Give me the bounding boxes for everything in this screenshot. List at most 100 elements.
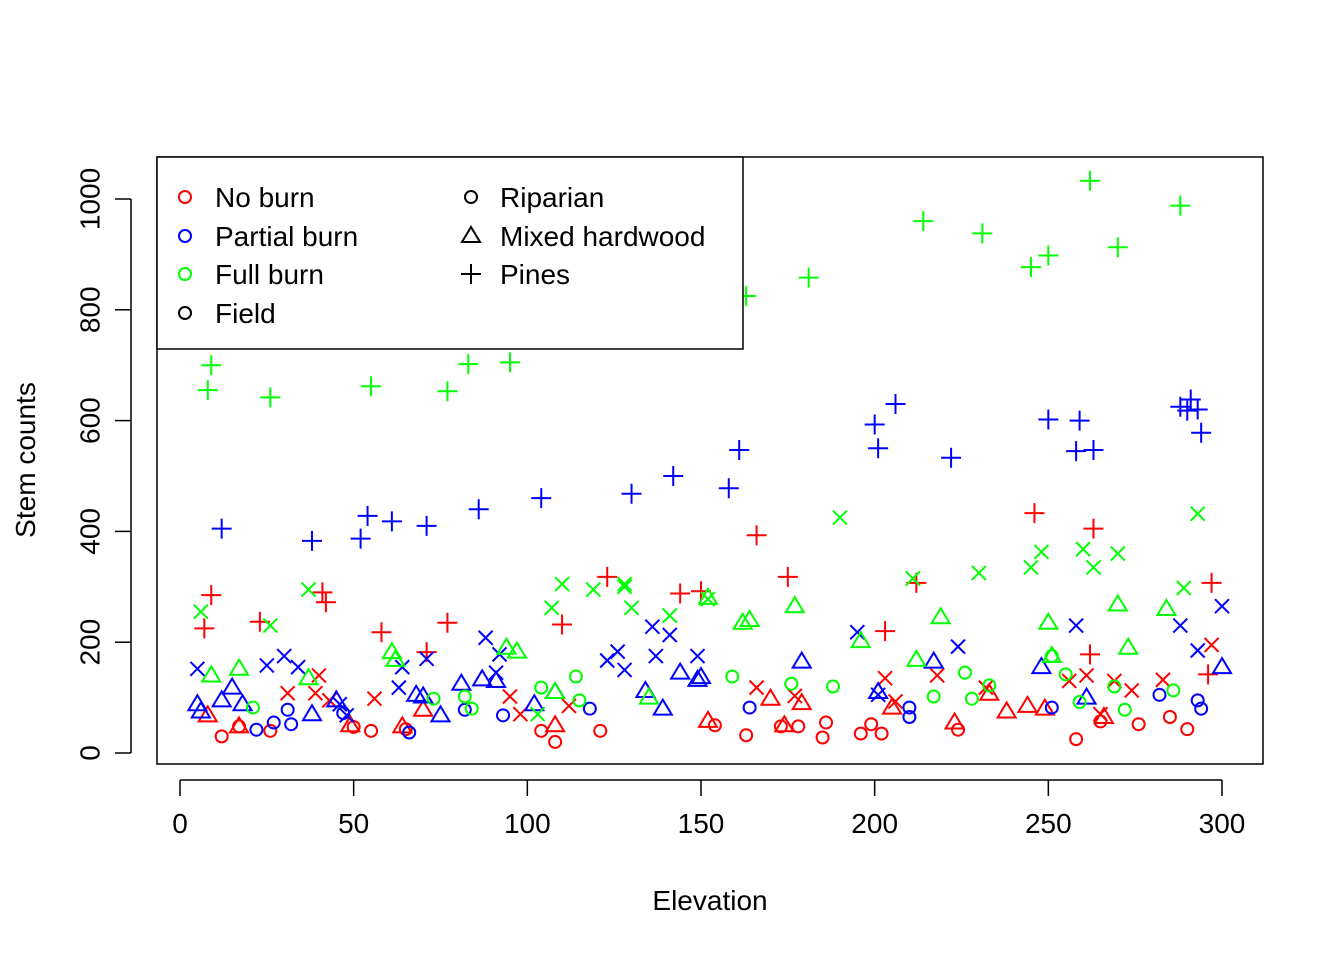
- data-point: [689, 648, 706, 664]
- data-point: [530, 706, 546, 722]
- data-point: [1016, 694, 1039, 713]
- data-point: [616, 579, 633, 595]
- legend-label: Mixed hardwood: [500, 221, 705, 252]
- data-point: [450, 672, 473, 691]
- data-point: [502, 688, 518, 705]
- data-point: [402, 725, 417, 740]
- series-partial-burn-field: [189, 598, 1230, 724]
- data-point: [1075, 541, 1091, 557]
- data-point: [263, 723, 278, 738]
- data-point: [412, 698, 434, 717]
- data-point: [290, 659, 306, 675]
- data-point: [825, 679, 840, 694]
- data-point: [819, 715, 834, 730]
- data-point: [995, 700, 1018, 719]
- legend: No burn Partial burn Full burn Field Riparia…: [156, 156, 744, 350]
- data-point: [416, 515, 437, 536]
- data-point: [312, 582, 333, 603]
- data-point: [1189, 505, 1206, 522]
- data-point: [746, 525, 767, 546]
- data-point: [941, 447, 962, 468]
- data-point: [1066, 441, 1087, 462]
- data-point: [729, 439, 750, 460]
- series-full-burn-field: [193, 505, 1206, 722]
- data-point: [648, 648, 664, 664]
- data-point: [616, 576, 633, 592]
- data-point: [1069, 410, 1090, 431]
- data-point: [228, 715, 250, 734]
- data-point: [350, 528, 371, 549]
- data-point: [623, 600, 640, 616]
- data-point: [200, 664, 223, 683]
- legend-box: [156, 156, 744, 350]
- data-point: [458, 354, 479, 375]
- data-point: [700, 591, 716, 607]
- data-point: [259, 657, 275, 674]
- x-tick-label: 250: [1025, 808, 1072, 839]
- data-point: [707, 718, 722, 733]
- data-point: [552, 614, 573, 635]
- data-point: [638, 686, 660, 705]
- data-point: [339, 714, 361, 733]
- data-point: [850, 630, 872, 649]
- data-point: [457, 689, 472, 704]
- data-point: [832, 509, 848, 526]
- data-point: [759, 687, 782, 706]
- data-point: [1083, 518, 1104, 539]
- data-point: [887, 693, 904, 710]
- y-tick-label: 800: [74, 286, 105, 333]
- data-point: [849, 624, 866, 640]
- data-point: [1092, 706, 1109, 722]
- data-point: [544, 681, 566, 700]
- data-point: [1170, 195, 1191, 216]
- data-point: [232, 719, 247, 734]
- data-point: [971, 565, 987, 581]
- data-point: [488, 664, 504, 681]
- data-point: [276, 648, 292, 664]
- data-point: [339, 707, 355, 724]
- data-point: [1072, 695, 1087, 710]
- legend-label: Riparian: [500, 182, 604, 213]
- series-partial-burn-riparian: [249, 687, 1209, 740]
- data-point: [926, 689, 941, 704]
- data-point: [280, 702, 295, 717]
- data-point: [905, 570, 921, 587]
- data-point: [301, 703, 323, 722]
- data-point: [777, 566, 798, 587]
- data-point: [437, 612, 458, 633]
- data-point: [468, 499, 489, 520]
- data-point: [951, 722, 966, 737]
- data-point: [621, 483, 642, 504]
- data-point: [568, 669, 583, 684]
- data-point: [1069, 732, 1084, 747]
- data-point: [361, 376, 382, 397]
- legend-label: Field: [215, 298, 276, 329]
- data-point: [1166, 683, 1181, 698]
- data-point: [190, 700, 212, 719]
- data-point: [1107, 679, 1122, 694]
- data-point: [1198, 664, 1219, 685]
- data-point: [1177, 400, 1198, 421]
- data-point: [1034, 697, 1056, 716]
- axes: 0 50 100 150 200 250 300 0 200 400 600 800 1000: [74, 168, 1245, 839]
- series-full-burn-mixed-hardwood: [200, 586, 1178, 705]
- data-point: [1037, 611, 1060, 630]
- data-point: [371, 622, 392, 643]
- data-point: [1083, 439, 1104, 460]
- data-point: [731, 611, 754, 630]
- data-point: [815, 730, 830, 745]
- data-point: [418, 651, 435, 667]
- data-point: [686, 668, 709, 687]
- data-point: [929, 606, 952, 625]
- data-point: [972, 223, 993, 244]
- data-point: [922, 650, 945, 669]
- data-point: [957, 665, 972, 680]
- y-axis-label: Stem counts: [10, 382, 41, 538]
- data-point: [300, 581, 317, 598]
- data-point: [913, 211, 934, 232]
- legend-label: Partial burn: [215, 221, 358, 252]
- data-point: [228, 657, 250, 676]
- data-point: [1080, 170, 1101, 191]
- data-point: [609, 643, 626, 660]
- y-tick-label: 600: [74, 397, 105, 444]
